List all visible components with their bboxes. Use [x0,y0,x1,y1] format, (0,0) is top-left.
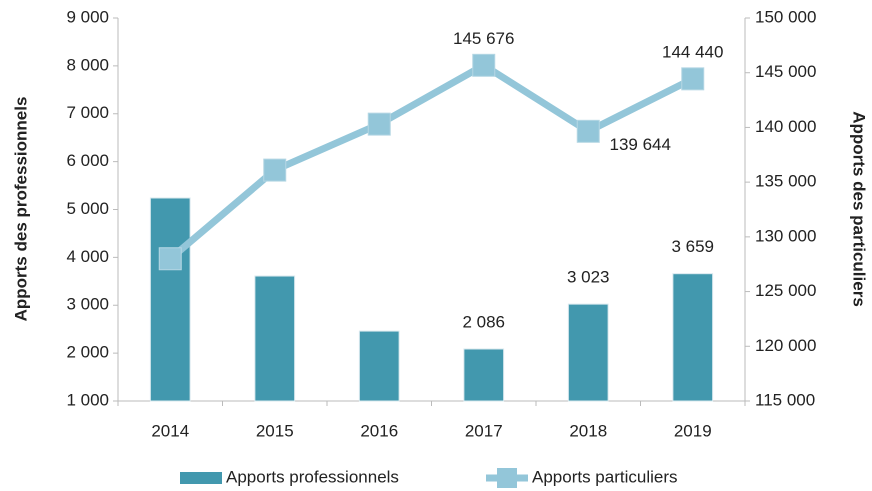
y2-tick-label: 115 000 [755,390,815,409]
bar [672,273,714,402]
x-tick-label: 2017 [465,421,503,440]
bar-value-label: 2 086 [462,312,505,331]
line-marker [681,67,705,91]
bar [463,348,505,402]
y2-tick-label: 135 000 [755,172,816,191]
y-tick-label: 7 000 [66,103,109,122]
y-axis-label: Apports des professionnels [11,97,30,322]
line-marker [576,119,600,143]
line-value-label: 145 676 [453,29,514,48]
legend-label: Apports professionnels [226,467,399,486]
y-tick-label: 6 000 [66,151,109,170]
bar-value-label: 3 023 [567,268,610,287]
line-value-label: 139 644 [610,135,671,154]
legend-label: Apports particuliers [532,467,678,486]
line-marker [158,247,182,271]
y2-axis-label: Apports des particuliers [850,111,869,307]
y-tick-label: 1 000 [66,390,109,409]
line-value-label: 144 440 [662,42,723,61]
y-tick-label: 2 000 [66,343,109,362]
line [167,61,695,262]
y-tick-label: 9 000 [66,7,109,26]
x-tick-label: 2014 [151,421,189,440]
y2-tick-label: 130 000 [755,226,816,245]
bar [358,330,400,402]
bar [567,303,609,402]
legend-swatch-marker [497,468,517,488]
y-tick-label: 3 000 [66,295,109,314]
y2-tick-label: 145 000 [755,62,816,81]
bar [254,275,296,402]
y-tick-label: 8 000 [66,55,109,74]
x-tick-label: 2019 [674,421,712,440]
bar-value-label: 3 659 [671,237,714,256]
y-tick-label: 5 000 [66,199,109,218]
x-tick-label: 2016 [360,421,398,440]
bar [149,197,191,402]
line-marker [472,53,496,77]
line-marker [263,158,287,182]
y2-tick-label: 150 000 [755,7,816,26]
x-tick-label: 2018 [569,421,607,440]
x-tick-label: 2015 [256,421,294,440]
y2-tick-label: 120 000 [755,336,816,355]
y-tick-label: 4 000 [66,247,109,266]
y2-tick-label: 140 000 [755,117,816,136]
y2-tick-label: 125 000 [755,281,816,300]
line-marker [367,112,391,136]
legend-swatch [180,472,222,484]
